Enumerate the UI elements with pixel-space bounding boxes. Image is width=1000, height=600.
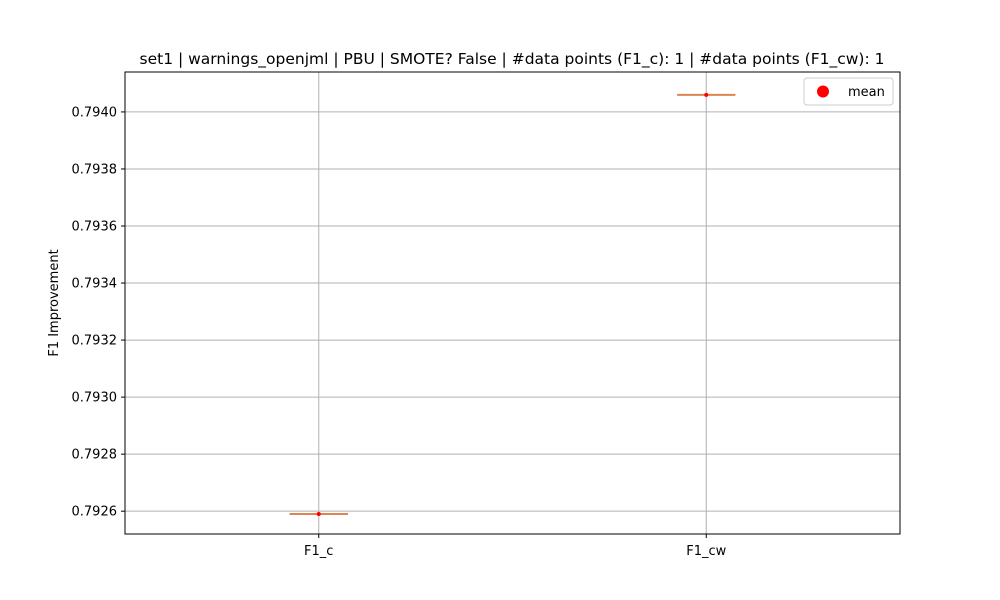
- grid-lines: [125, 72, 900, 534]
- x-tick-label: F1_cw: [686, 544, 726, 559]
- axis-ticks: 0.7926 0.7928 0.7930 0.7932 0.7934 0.7936 0.79…: [72, 105, 727, 559]
- y-tick-label: 0.7930: [72, 391, 118, 406]
- box-series: [289, 92, 736, 517]
- mean-marker: [316, 512, 321, 517]
- mean-marker: [704, 92, 709, 97]
- y-tick-label: 0.7932: [72, 334, 118, 349]
- y-axis-label: F1 Improvement: [47, 249, 62, 356]
- legend-mean-marker: [817, 85, 829, 98]
- y-tick-label: 0.7936: [72, 220, 118, 235]
- legend-box: [803, 77, 894, 106]
- chart-title: set1 | warnings_openjml | PBU | SMOTE? F…: [140, 50, 885, 69]
- y-tick-label: 0.7934: [72, 277, 118, 292]
- legend: mean: [803, 77, 894, 106]
- y-tick-label: 0.7940: [72, 105, 118, 120]
- y-tick-label: 0.7938: [72, 162, 118, 177]
- y-tick-label: 0.7928: [72, 448, 118, 463]
- legend-label-mean: mean: [848, 85, 885, 100]
- plot-frame: [124, 71, 901, 535]
- x-tick-label: F1_c: [304, 544, 333, 559]
- y-tick-label: 0.7926: [72, 505, 118, 520]
